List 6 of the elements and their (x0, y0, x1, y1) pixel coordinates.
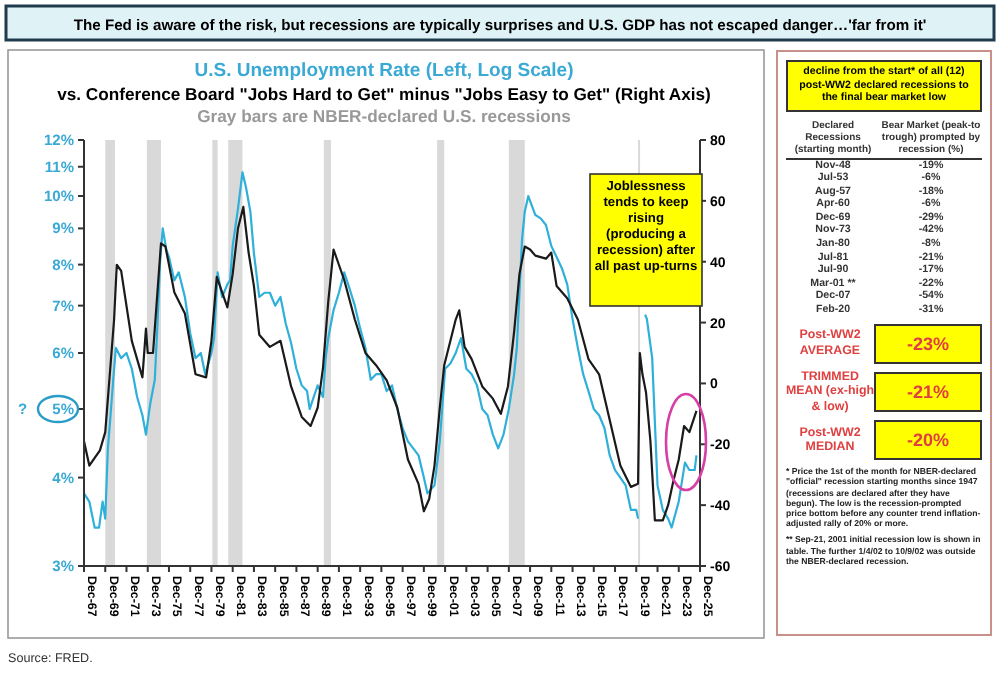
text: Gray bars are NBER-declared U.S. recessions (197, 106, 572, 126)
text: -23% (874, 323, 982, 364)
chart-title: U.S. Unemployment Rate (Left, Log Scale) (194, 60, 574, 82)
chart-subtitle: vs. Conference Board "Jobs Hard to Get" minus "Jobs Easy to Get" (Right Axis) (57, 84, 712, 104)
text: -21% (874, 371, 982, 412)
text: -20% (874, 420, 982, 461)
